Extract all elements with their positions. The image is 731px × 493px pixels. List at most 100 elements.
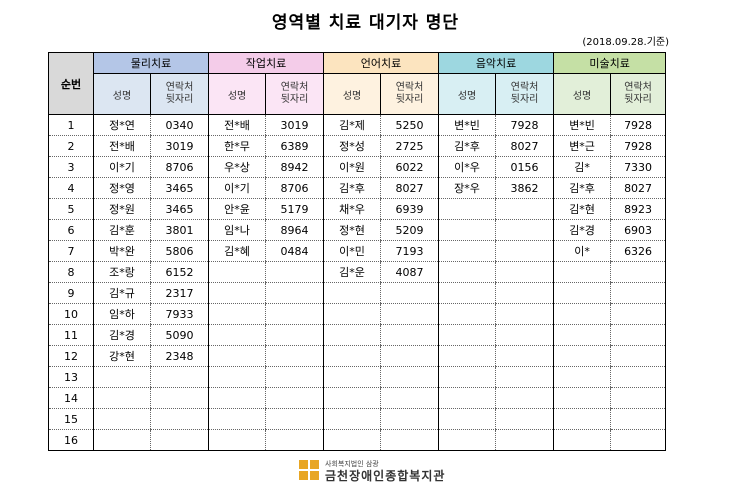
name-cell	[208, 261, 266, 283]
table-row: 14	[48, 387, 667, 409]
name-cell	[208, 366, 266, 388]
seq-cell: 9	[48, 282, 94, 304]
name-column-header: 성명	[553, 73, 612, 115]
phone-cell	[495, 282, 554, 304]
table-row: 10 임*하 7933	[48, 303, 667, 325]
name-cell: 임*하	[93, 303, 151, 325]
name-cell	[438, 408, 496, 430]
name-cell	[438, 366, 496, 388]
phone-cell: 2317	[149, 282, 209, 304]
phone-cell: 3801	[149, 219, 209, 241]
phone-column-header: 연락처 뒷자리	[265, 73, 325, 115]
phone-cell: 8942	[265, 156, 324, 178]
phone-cell: 0156	[495, 156, 554, 178]
phone-cell	[610, 345, 667, 367]
phone-cell: 2725	[380, 135, 439, 157]
phone-cell	[380, 408, 439, 430]
name-cell	[438, 240, 496, 262]
phone-cell: 7928	[610, 114, 667, 136]
name-cell: 변*빈	[438, 114, 496, 136]
name-cell	[323, 282, 381, 304]
org-logo: 사회복지법인 삼광 금천장애인종합복지관	[299, 458, 449, 484]
name-cell: 김*후	[553, 177, 611, 199]
name-cell: 이*기	[208, 177, 266, 199]
group-header: 음악치료	[438, 52, 555, 74]
phone-cell	[495, 408, 554, 430]
name-cell	[553, 324, 611, 346]
phone-cell	[265, 303, 324, 325]
phone-header-line2: 뒷자리	[624, 94, 652, 105]
waitlist-table: 순번 물리치료 작업치료 언어치료 음악치료 미술치료 성명 연락처 뒷자리 성명 연락처 뒷자리…	[48, 52, 667, 451]
name-cell	[438, 345, 496, 367]
name-cell	[438, 198, 496, 220]
name-cell	[323, 387, 381, 409]
name-cell	[208, 387, 266, 409]
phone-cell	[495, 429, 554, 451]
name-cell: 변*빈	[553, 114, 611, 136]
name-cell	[323, 429, 381, 451]
name-cell: 안*윤	[208, 198, 266, 220]
phone-header-line1: 연락처	[395, 82, 424, 93]
phone-header-line2: 뒷자리	[395, 94, 424, 105]
name-cell	[93, 408, 151, 430]
table-row: 12 강*현 2348	[48, 345, 667, 367]
phone-cell	[610, 387, 667, 409]
phone-cell: 5209	[380, 219, 439, 241]
name-cell	[93, 387, 151, 409]
phone-header-line1: 연락처	[624, 82, 652, 93]
phone-cell: 6152	[149, 261, 209, 283]
seq-cell: 10	[48, 303, 94, 325]
phone-column-header: 연락처 뒷자리	[610, 73, 667, 115]
name-cell: 김*경	[93, 324, 151, 346]
table-row: 13	[48, 366, 667, 388]
name-cell	[438, 261, 496, 283]
name-cell: 김*후	[323, 177, 381, 199]
phone-cell	[265, 408, 324, 430]
phone-cell	[495, 219, 554, 241]
phone-cell: 4087	[380, 261, 439, 283]
name-cell: 김*	[553, 156, 611, 178]
seq-header: 순번	[48, 52, 94, 115]
phone-column-header: 연락처 뒷자리	[149, 73, 210, 115]
name-cell	[553, 303, 611, 325]
reference-date: (2018.09.28.기준)	[582, 37, 669, 48]
phone-cell: 6326	[610, 240, 667, 262]
phone-cell: 8027	[610, 177, 667, 199]
phone-cell	[380, 282, 439, 304]
group-header: 미술치료	[553, 52, 667, 74]
name-cell: 조*랑	[93, 261, 151, 283]
name-cell	[553, 345, 611, 367]
phone-cell	[265, 345, 324, 367]
phone-cell: 7330	[610, 156, 667, 178]
phone-cell: 3019	[149, 135, 209, 157]
name-cell	[208, 303, 266, 325]
phone-cell	[265, 261, 324, 283]
name-cell: 이*	[553, 240, 611, 262]
phone-cell: 3465	[149, 198, 209, 220]
phone-cell	[495, 240, 554, 262]
name-cell: 장*우	[438, 177, 496, 199]
phone-cell: 7933	[149, 303, 209, 325]
phone-cell	[610, 324, 667, 346]
group-header: 작업치료	[208, 52, 325, 74]
phone-header-line1: 연락처	[280, 82, 309, 93]
phone-column-header: 연락처 뒷자리	[495, 73, 555, 115]
name-cell: 박*완	[93, 240, 151, 262]
phone-cell: 8027	[495, 135, 554, 157]
table-row: 8 조*랑 6152 김*운 4087	[48, 261, 667, 283]
name-cell	[93, 429, 151, 451]
name-cell: 이*기	[93, 156, 151, 178]
phone-cell	[380, 324, 439, 346]
phone-cell	[149, 387, 209, 409]
name-cell	[438, 429, 496, 451]
phone-cell: 6903	[610, 219, 667, 241]
name-cell	[93, 366, 151, 388]
seq-cell: 5	[48, 198, 94, 220]
phone-cell: 3862	[495, 177, 554, 199]
name-cell: 변*근	[553, 135, 611, 157]
phone-cell: 8923	[610, 198, 667, 220]
phone-cell: 6939	[380, 198, 439, 220]
name-cell	[438, 303, 496, 325]
phone-cell	[265, 429, 324, 451]
phone-cell	[610, 282, 667, 304]
